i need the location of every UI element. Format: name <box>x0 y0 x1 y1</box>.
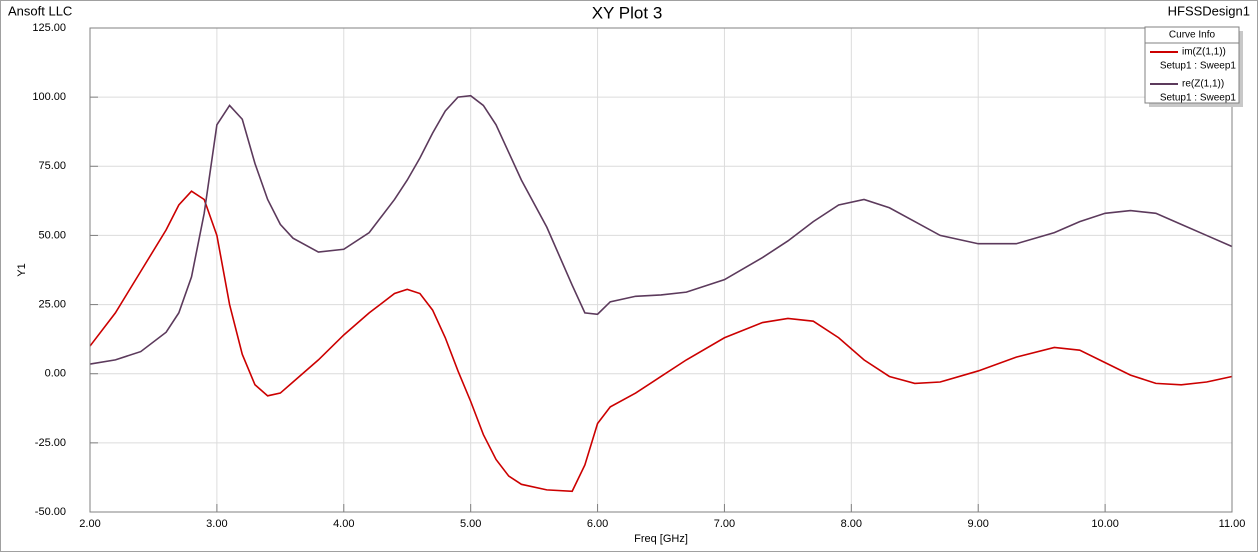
company: Ansoft LLC <box>8 3 72 18</box>
x-tick-label: 3.00 <box>206 518 227 530</box>
series-line <box>89 190 1233 493</box>
design-name: HFSSDesign1 <box>1168 3 1250 18</box>
y-tick-label: -25.00 <box>35 437 66 449</box>
series-line <box>89 94 1233 365</box>
chart-title: XY Plot 3 <box>592 3 663 22</box>
grid <box>89 27 1233 513</box>
legend: Curve Info im(Z(1,1)) Setup1 : Sweep1 re(Z… <box>1144 26 1243 107</box>
x-tick-label: 10.00 <box>1091 518 1119 530</box>
legend-sweep: Setup1 : Sweep1 <box>1160 93 1237 104</box>
plot-lines <box>89 94 1233 493</box>
plot-border <box>89 27 1233 513</box>
y-tick-label: 75.00 <box>38 160 66 172</box>
x-tick-label: 8.00 <box>841 518 862 530</box>
legend-title: Curve Info <box>1169 30 1216 41</box>
y-tick-label: 25.00 <box>38 298 66 310</box>
y-axis-label: Y1 <box>16 263 28 276</box>
x-tick-label: 2.00 <box>79 518 100 530</box>
y-tick-label: 50.00 <box>38 229 66 241</box>
x-axis-label: Freq [GHz] <box>634 533 688 545</box>
x-tick-label: 5.00 <box>460 518 481 530</box>
x-tick-label: 6.00 <box>587 518 608 530</box>
legend-label: im(Z(1,1)) <box>1182 47 1226 58</box>
y-tick-label: 0.00 <box>45 368 66 380</box>
y-tick-label: -50.00 <box>35 506 66 518</box>
x-tick-label: 7.00 <box>714 518 735 530</box>
x-tick-label: 11.00 <box>1219 518 1246 530</box>
y-tick-label: 100.00 <box>32 91 66 103</box>
legend-sweep: Setup1 : Sweep1 <box>1160 61 1237 72</box>
y-tick-label: 125.00 <box>32 22 66 34</box>
x-tick-label: 4.00 <box>333 518 354 530</box>
legend-label: re(Z(1,1)) <box>1182 79 1224 90</box>
legend-box <box>1144 26 1240 104</box>
x-tick-label: 9.00 <box>968 518 989 530</box>
